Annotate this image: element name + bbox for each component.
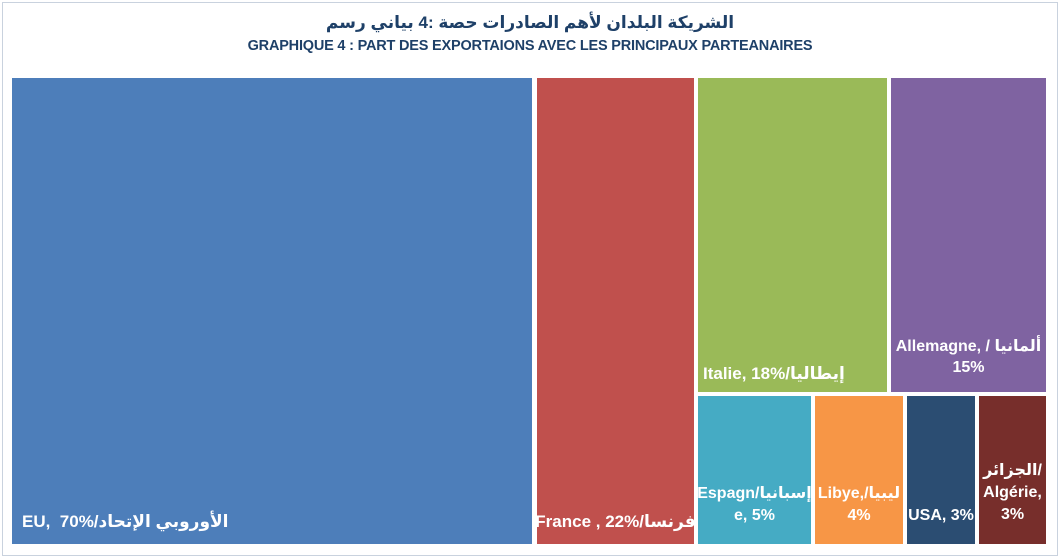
tile-label: 4%: [847, 507, 871, 524]
tile-label: Espagn/إسبانيا: [697, 485, 812, 502]
treemap-tile-allemagne: Allemagne, / ألمانيا 15%: [891, 78, 1046, 392]
tile-label: الجزائر/: [983, 462, 1042, 479]
treemap-tile-libye: Libye,/ليبيا 4%: [815, 396, 903, 544]
tile-label: USA, 3%: [908, 507, 974, 524]
treemap-tile-france: France , 22%/فرنسا: [535, 78, 696, 544]
tile-label: EU, 70%/الإتحاد‎ الأوروبي: [22, 512, 229, 531]
chart-title-arabic: رسم‎ بياني‎ 4: حصة‎ الصادرات‎ لأهم‎ البل…: [325, 13, 735, 32]
treemap-tile-usa: USA, 3%: [907, 396, 975, 544]
tile-label: France , 22%/فرنسا: [535, 512, 696, 531]
chart-title-block: رسم‎ بياني‎ 4: حصة‎ الصادرات‎ لأهم‎ البل…: [3, 11, 1057, 57]
treemap-tile-espagne: Espagn/إسبانيا e, 5%: [697, 396, 812, 544]
tile-label: Allemagne, / ألمانيا: [895, 338, 1042, 355]
chart-title-french: GRAPHIQUE 4 : PART DES EXPORTAIONS AVEC …: [247, 38, 813, 54]
tile-label: 15%: [952, 359, 985, 376]
treemap-tile-eu: EU, 70%/الإتحاد‎ الأوروبي: [12, 78, 532, 544]
treemap-tile-italie: Italie, 18%/إيطاليا: [698, 78, 887, 392]
tile-label: e, 5%: [734, 507, 775, 524]
tile-label: Italie, 18%/إيطاليا: [703, 364, 845, 383]
tile-label: 3%: [1000, 506, 1025, 523]
treemap-plot: EU, 70%/الإتحاد‎ الأوروبي France , 22%/ف…: [12, 78, 1046, 544]
tile-label: Libye,/ليبيا: [817, 485, 901, 502]
treemap-tile-algerie: الجزائر/ Algérie, 3%: [979, 396, 1046, 544]
tile-label: Algérie,: [983, 484, 1042, 501]
